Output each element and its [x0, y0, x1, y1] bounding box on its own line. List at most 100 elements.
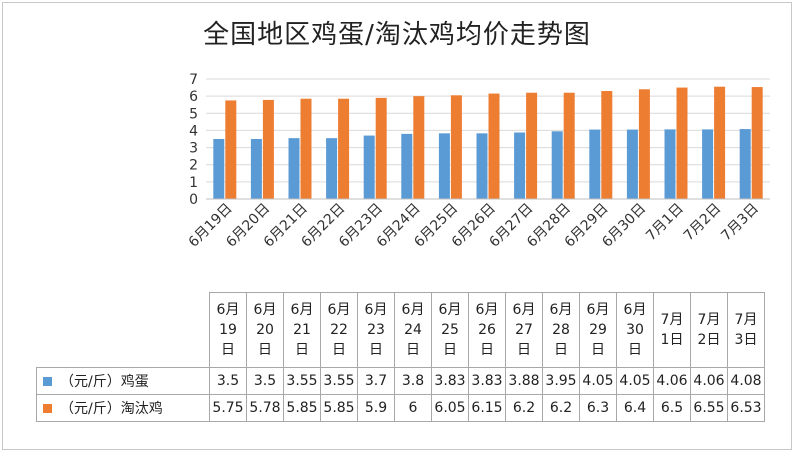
- series-label: （元/斤）鸡蛋: [36, 367, 210, 395]
- table-header-cell: 6月 21 日: [283, 292, 321, 368]
- table-header-cell: 6月 29 日: [579, 292, 617, 368]
- header-line: 日: [443, 342, 457, 358]
- data-label: 6.05: [431, 394, 469, 422]
- header-line: 日: [554, 342, 568, 358]
- data-label: 6.55: [690, 394, 728, 422]
- header-line: 日: [628, 342, 642, 358]
- table-header-cell: 6月 26 日: [468, 292, 506, 368]
- header-line: 日: [221, 342, 235, 358]
- header-line: 日: [369, 342, 383, 358]
- bar: [450, 95, 462, 199]
- bar: [326, 138, 338, 199]
- data-table: 6月 19 日 6月 20 日 6月 21 日 6月 22 日 6月 23 日 6月 24 日 6月 25 日 6月 26 日…: [36, 292, 765, 422]
- data-label: 4.08: [727, 367, 765, 395]
- header-line: 7月: [660, 312, 684, 328]
- y-tick-label: 5: [189, 106, 198, 122]
- header-line: 22: [330, 322, 348, 338]
- bar: [363, 135, 375, 199]
- bar: [250, 139, 262, 199]
- table-header-cell: 7月 1日: [653, 292, 691, 368]
- data-label: 3.83: [431, 367, 469, 395]
- bar: [601, 91, 613, 199]
- header-line: 29: [589, 322, 607, 338]
- data-label: 3.95: [542, 367, 580, 395]
- bar: [589, 129, 601, 199]
- table-header-cell: 6月 30 日: [616, 292, 654, 368]
- header-line: 日: [332, 342, 346, 358]
- data-label: 3.88: [505, 367, 543, 395]
- header-line: 20: [256, 322, 274, 338]
- data-label: 6.2: [542, 394, 580, 422]
- data-label: 3.5: [209, 367, 247, 395]
- bar: [626, 129, 638, 199]
- header-line: 6月: [623, 302, 647, 318]
- table-header-cell: 6月 25 日: [431, 292, 469, 368]
- header-line: 2日: [697, 332, 721, 348]
- header-line: 3日: [734, 332, 758, 348]
- data-label: 6.2: [505, 394, 543, 422]
- header-line: 6月: [512, 302, 536, 318]
- header-line: 26: [478, 322, 496, 338]
- table-header-cell: 7月 2日: [690, 292, 728, 368]
- series-label: （元/斤）淘汰鸡: [36, 394, 210, 422]
- header-line: 19: [219, 322, 237, 338]
- x-tick-label: 7月3日: [718, 201, 762, 245]
- series-name: （元/斤）鸡蛋: [60, 374, 149, 390]
- header-line: 6月: [549, 302, 573, 318]
- data-label: 3.7: [357, 367, 395, 395]
- bar: [514, 132, 526, 199]
- bar: [664, 129, 676, 199]
- header-line: 21: [293, 322, 311, 338]
- bar: [676, 87, 688, 199]
- data-label: 6.53: [727, 394, 765, 422]
- data-label: 3.55: [320, 367, 358, 395]
- data-label: 3.55: [283, 367, 321, 395]
- header-line: 23: [367, 322, 385, 338]
- legend-swatch: [43, 377, 52, 386]
- bar: [563, 92, 575, 199]
- data-label: 3.5: [246, 367, 284, 395]
- y-tick-label: 7: [189, 72, 198, 88]
- header-line: 7月: [734, 312, 758, 328]
- bar: [702, 129, 714, 199]
- header-line: 30: [626, 322, 644, 338]
- table-header-cell: 6月 23 日: [357, 292, 395, 368]
- bar: [262, 99, 274, 199]
- data-label: 5.75: [209, 394, 247, 422]
- data-label: 6.3: [579, 394, 617, 422]
- header-line: 6月: [475, 302, 499, 318]
- header-line: 6月: [586, 302, 610, 318]
- header-line: 24: [404, 322, 422, 338]
- bar: [401, 133, 413, 199]
- data-label: 5.78: [246, 394, 284, 422]
- table-header-cell: 6月 22 日: [320, 292, 358, 368]
- legend-swatch: [43, 404, 52, 413]
- header-line: 27: [515, 322, 533, 338]
- bar: [526, 92, 538, 199]
- bar: [638, 89, 650, 199]
- table-header-cell: 6月 19 日: [209, 292, 247, 368]
- data-label: 5.85: [320, 394, 358, 422]
- bar: [300, 98, 312, 199]
- data-label: 6.5: [653, 394, 691, 422]
- table-header-cell: 6月 24 日: [394, 292, 432, 368]
- table-header-cell: 7月 3日: [727, 292, 765, 368]
- data-label: 3.8: [394, 367, 432, 395]
- header-line: 6月: [364, 302, 388, 318]
- bar: [476, 133, 488, 199]
- data-label: 6: [394, 394, 432, 422]
- bar: [213, 139, 225, 199]
- data-label: 4.06: [653, 367, 691, 395]
- bar: [288, 138, 300, 199]
- table-header-cell: 6月 27 日: [505, 292, 543, 368]
- y-tick-label: 2: [189, 158, 198, 174]
- bar: [338, 98, 350, 199]
- bar: [225, 100, 237, 199]
- header-line: 6月: [290, 302, 314, 318]
- bar: [488, 93, 500, 199]
- header-line: 日: [480, 342, 494, 358]
- header-line: 日: [406, 342, 420, 358]
- header-line: 6月: [216, 302, 240, 318]
- data-label: 6.4: [616, 394, 654, 422]
- header-line: 1日: [660, 332, 684, 348]
